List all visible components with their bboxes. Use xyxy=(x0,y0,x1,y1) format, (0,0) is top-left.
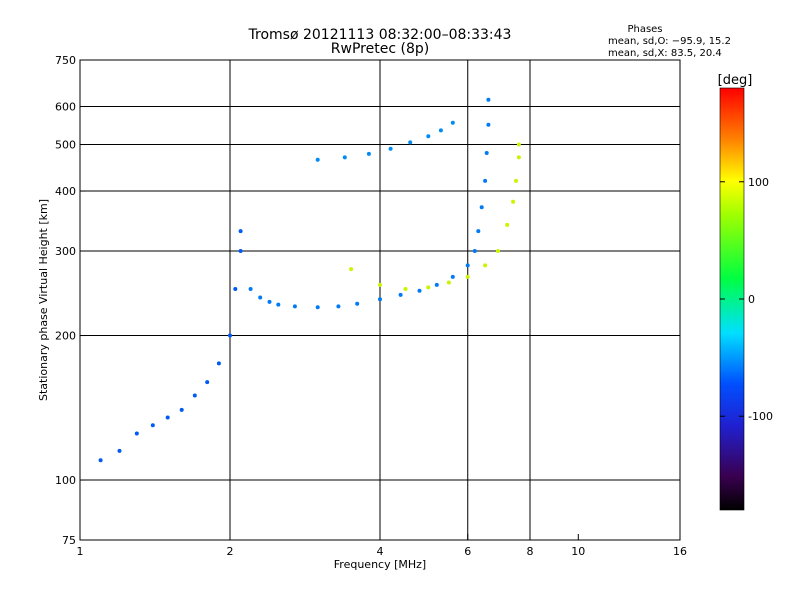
y-tick-label: 300 xyxy=(55,245,76,258)
y-tick-label: 100 xyxy=(55,474,76,487)
data-point xyxy=(366,151,371,156)
colorbar-tick-label: 0 xyxy=(748,293,755,306)
data-point xyxy=(378,282,382,287)
grid-lines xyxy=(80,60,680,540)
x-tick-label: 4 xyxy=(377,545,384,558)
data-point xyxy=(267,299,272,304)
chart-subtitle: RwPretec (8p) xyxy=(331,41,429,57)
data-point xyxy=(479,205,484,210)
data-point xyxy=(349,267,354,272)
data-point xyxy=(465,274,470,279)
stats-o-mode: mean, sd,O: −95.9, 15.2 xyxy=(608,36,731,47)
data-point xyxy=(238,249,243,253)
data-point xyxy=(378,297,382,302)
stats-x-mode: mean, sd,X: 83.5, 20.4 xyxy=(608,48,722,59)
data-point xyxy=(248,287,253,291)
x-tick-label: 2 xyxy=(227,545,234,558)
data-point xyxy=(292,304,297,309)
data-point xyxy=(403,287,408,291)
data-point xyxy=(205,380,210,385)
x-tick-label: 6 xyxy=(464,545,471,558)
data-point xyxy=(258,295,263,300)
axis-ticks: 1 2 4 6 8 10 16 75 100 200 300 400 500 600 750 xyxy=(55,54,687,558)
stats-heading: Phases xyxy=(627,24,662,35)
data-point xyxy=(472,249,477,253)
data-point xyxy=(446,280,451,285)
data-point xyxy=(516,155,521,160)
x-tick-label: 8 xyxy=(527,545,534,558)
data-point xyxy=(486,122,491,127)
data-point xyxy=(315,157,320,162)
data-point xyxy=(417,288,422,293)
data-points xyxy=(98,97,521,463)
data-point xyxy=(483,178,488,183)
data-point xyxy=(496,249,500,253)
data-point xyxy=(117,448,122,453)
x-tick-label: 1 xyxy=(77,545,84,558)
y-tick-label: 750 xyxy=(55,54,76,67)
y-tick-label: 600 xyxy=(55,101,76,114)
x-axis-label: Frequency [MHz] xyxy=(334,558,426,571)
data-point xyxy=(192,393,197,398)
y-tick-label: 500 xyxy=(55,139,76,152)
data-point xyxy=(276,302,281,307)
colorbar-ticks: 100 0 -100 xyxy=(720,176,773,423)
data-point xyxy=(434,282,439,287)
data-point xyxy=(134,431,139,436)
data-point xyxy=(476,229,481,234)
data-point xyxy=(228,333,232,338)
data-point xyxy=(408,140,413,145)
data-point xyxy=(511,199,516,204)
colorbar-tick-label: -100 xyxy=(748,410,773,423)
colorbar-tick-label: 100 xyxy=(748,176,769,189)
data-point xyxy=(342,155,347,160)
data-point xyxy=(486,97,491,102)
data-point xyxy=(165,415,170,420)
data-point xyxy=(438,128,443,133)
data-point xyxy=(216,361,221,366)
x-tick-label: 16 xyxy=(673,545,687,558)
data-point xyxy=(450,120,455,125)
data-point xyxy=(426,285,431,290)
data-point xyxy=(238,229,243,234)
data-point xyxy=(98,458,103,463)
chart-title: Tromsø 20121113 08:32:00–08:33:43 xyxy=(248,27,512,43)
data-point xyxy=(426,134,431,139)
data-point xyxy=(398,292,403,297)
data-point xyxy=(516,142,521,147)
y-tick-label: 200 xyxy=(55,330,76,343)
y-tick-label: 75 xyxy=(62,534,76,547)
data-point xyxy=(355,301,360,306)
data-point xyxy=(483,263,488,268)
data-point xyxy=(315,305,320,310)
data-point xyxy=(505,222,510,227)
y-tick-label: 400 xyxy=(55,185,76,198)
colorbar-label: [deg] xyxy=(718,73,753,88)
data-point xyxy=(450,274,455,279)
data-point xyxy=(484,151,489,155)
data-point xyxy=(514,178,518,183)
data-point xyxy=(150,423,155,428)
data-point xyxy=(179,407,184,412)
data-point xyxy=(336,304,341,309)
x-tick-label: 10 xyxy=(571,545,585,558)
y-axis-label: Stationary phase Virtual Height [km] xyxy=(37,199,50,401)
data-point xyxy=(465,263,470,268)
data-point xyxy=(388,146,393,151)
data-point xyxy=(233,287,238,291)
